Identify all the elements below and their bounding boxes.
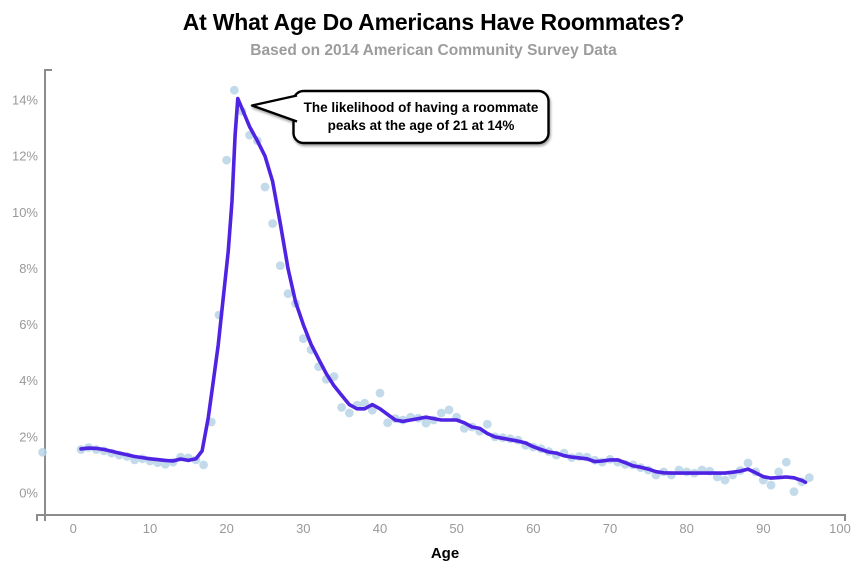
scatter-point (774, 467, 784, 477)
x-tick-label: 50 (449, 521, 463, 536)
scatter-point (781, 457, 791, 467)
x-axis-line (36, 514, 846, 521)
y-tick-label: 4% (19, 373, 38, 388)
y-tick-label: 10% (12, 205, 38, 220)
scatter-point (222, 155, 232, 165)
annotation-bubble (292, 89, 550, 145)
scatter-series (38, 85, 814, 496)
annotation-text-line: The likelihood of having a roommate (304, 100, 539, 115)
scatter-point (720, 475, 730, 485)
scatter-point (482, 419, 492, 429)
scatter-point (360, 398, 369, 408)
scatter-point (38, 447, 47, 457)
scatter-point (298, 334, 308, 343)
y-tick-label: 6% (19, 317, 38, 332)
annotation-tail (250, 94, 298, 123)
x-tick-label: 70 (603, 521, 617, 536)
x-tick-label: 30 (296, 521, 310, 536)
scatter-point (283, 289, 293, 299)
annotation-text-line: peaks at the age of 21 at 14% (328, 118, 515, 133)
y-tick-label: 0% (19, 486, 38, 501)
x-tick-label: 40 (373, 521, 387, 536)
scatter-point (444, 405, 454, 415)
scatter-point (367, 405, 377, 415)
scatter-point (383, 418, 392, 428)
y-tick-label: 8% (19, 261, 38, 276)
y-axis-line (44, 69, 52, 521)
scatter-point (375, 388, 385, 398)
x-axis-title: Age (430, 545, 460, 562)
chart-title: At What Age Do Americans Have Roommates? (182, 9, 685, 35)
scatter-point (459, 424, 469, 433)
scatter-point (275, 261, 285, 270)
chart-subtitle: Based on 2014 American Community Survey … (250, 42, 617, 59)
x-tick-label: 100 (829, 521, 851, 536)
y-tick-label: 12% (12, 149, 38, 164)
scatter-point (743, 458, 753, 468)
scatter-point (789, 487, 799, 496)
x-tick-label: 90 (756, 521, 770, 536)
scatter-point (421, 418, 431, 428)
scatter-point (268, 219, 277, 228)
x-tick-label: 20 (219, 521, 233, 536)
x-tick-label: 60 (526, 521, 540, 536)
scatter-point (329, 372, 339, 381)
x-tick-label: 0 (70, 521, 77, 536)
scatter-point (344, 408, 354, 418)
scatter-point (260, 182, 270, 192)
scatter-point (199, 460, 209, 470)
scatter-point (436, 408, 446, 418)
scatter-point (337, 403, 346, 412)
y-tick-label: 14% (12, 93, 38, 108)
trend-line (79, 96, 808, 485)
scatter-point (229, 85, 239, 95)
annotation-callout: The likelihood of having a roommate peaks… (250, 89, 550, 145)
x-tick-label: 80 (679, 521, 693, 536)
y-tick-label: 2% (19, 429, 38, 444)
x-tick-label: 10 (143, 521, 157, 536)
scatter-point (766, 480, 776, 490)
scatter-point (804, 473, 814, 482)
